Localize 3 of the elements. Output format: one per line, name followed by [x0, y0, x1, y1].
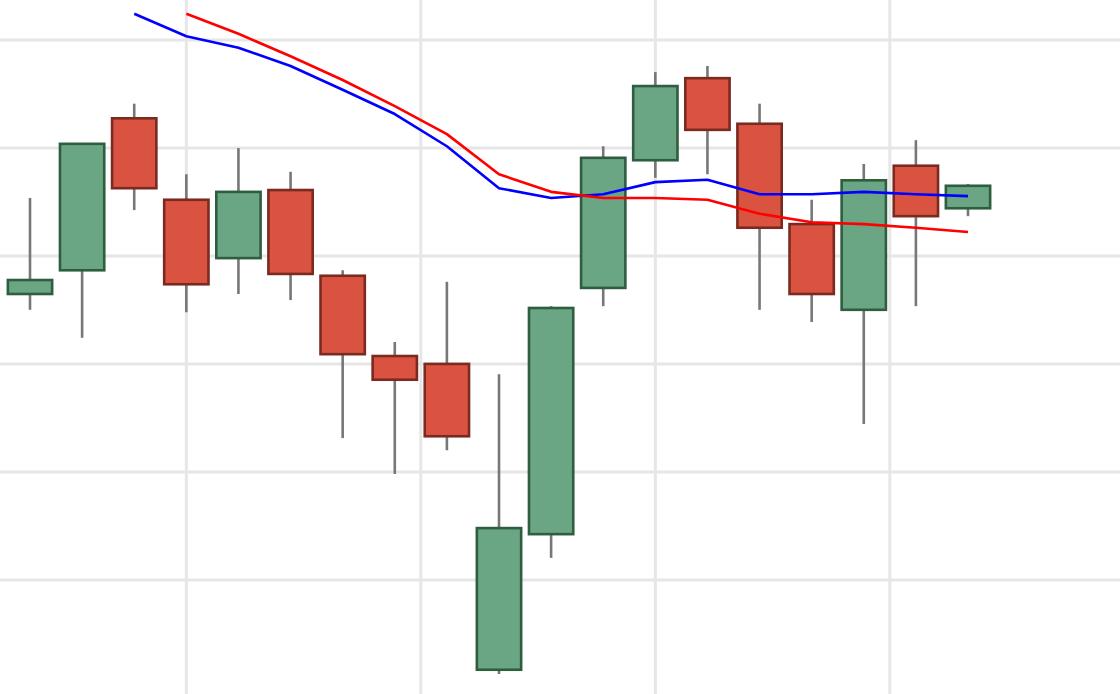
- candlestick: [944, 182, 992, 218]
- candlestick: [6, 196, 54, 312]
- candlestick: [371, 340, 419, 476]
